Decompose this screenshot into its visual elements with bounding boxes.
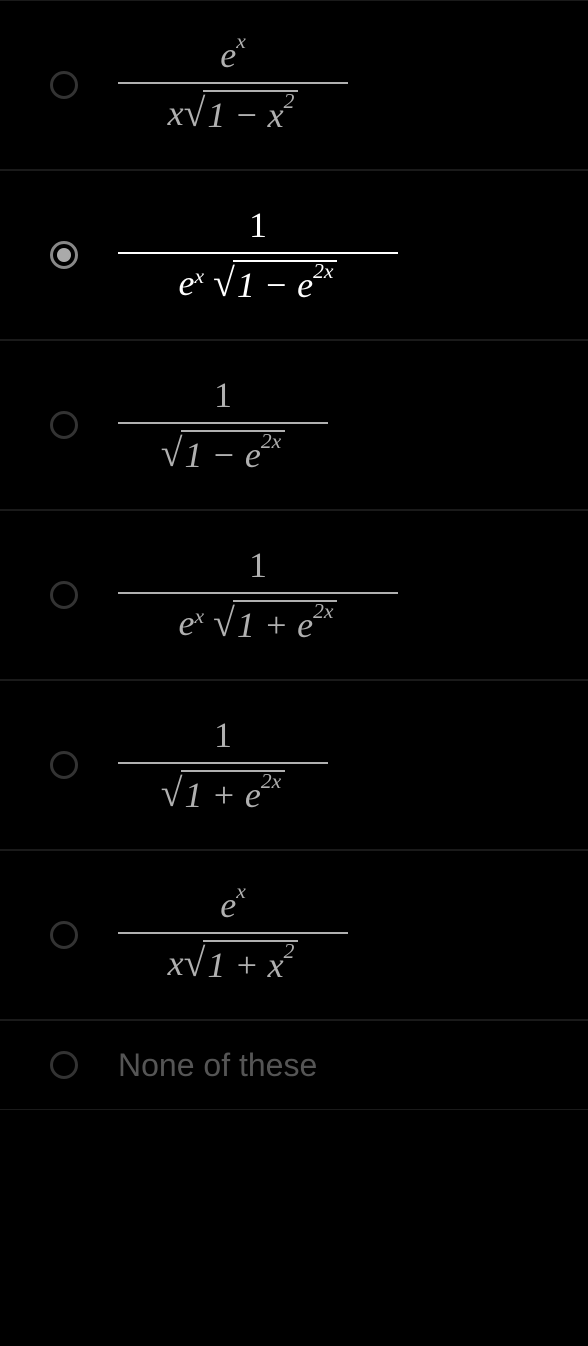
math-expression: ex x √1 − x2 xyxy=(118,34,348,136)
option-row[interactable]: None of these xyxy=(0,1020,588,1110)
option-row[interactable]: 1 √1 − e2x xyxy=(0,340,588,510)
option-row[interactable]: 1 √1 + e2x xyxy=(0,680,588,850)
option-row[interactable]: ex x √1 − x2 xyxy=(0,0,588,170)
math-expression: ex x √1 + x2 xyxy=(118,884,348,986)
math-expression: 1 √1 − e2x xyxy=(118,374,328,476)
math-expression: 1 √1 + e2x xyxy=(118,714,328,816)
numerator: 1 xyxy=(202,714,244,762)
numerator: 1 xyxy=(237,204,279,252)
numerator: 1 xyxy=(237,544,279,592)
option-row[interactable]: 1 ex √1 + e2x xyxy=(0,510,588,680)
denominator: √1 + e2x xyxy=(149,764,297,816)
math-expression: 1 ex √1 + e2x xyxy=(118,544,398,646)
math-expression: 1 ex √1 − e2x xyxy=(118,204,398,306)
radio-button[interactable] xyxy=(50,411,78,439)
denominator: ex √1 − e2x xyxy=(167,254,350,306)
option-row[interactable]: ex x √1 + x2 xyxy=(0,850,588,1020)
radio-button[interactable] xyxy=(50,581,78,609)
radio-button[interactable] xyxy=(50,1051,78,1079)
denominator: √1 − e2x xyxy=(149,424,297,476)
radio-button[interactable] xyxy=(50,751,78,779)
denominator: x √1 + x2 xyxy=(156,934,311,986)
radio-button[interactable] xyxy=(50,71,78,99)
radio-button-selected[interactable] xyxy=(50,241,78,269)
option-row[interactable]: 1 ex √1 − e2x xyxy=(0,170,588,340)
numerator: 1 xyxy=(202,374,244,422)
numerator: ex xyxy=(208,34,258,82)
none-of-these-label: None of these xyxy=(118,1047,317,1084)
numerator: ex xyxy=(208,884,258,932)
denominator: x √1 − x2 xyxy=(156,84,311,136)
radio-button[interactable] xyxy=(50,921,78,949)
denominator: ex √1 + e2x xyxy=(167,594,350,646)
